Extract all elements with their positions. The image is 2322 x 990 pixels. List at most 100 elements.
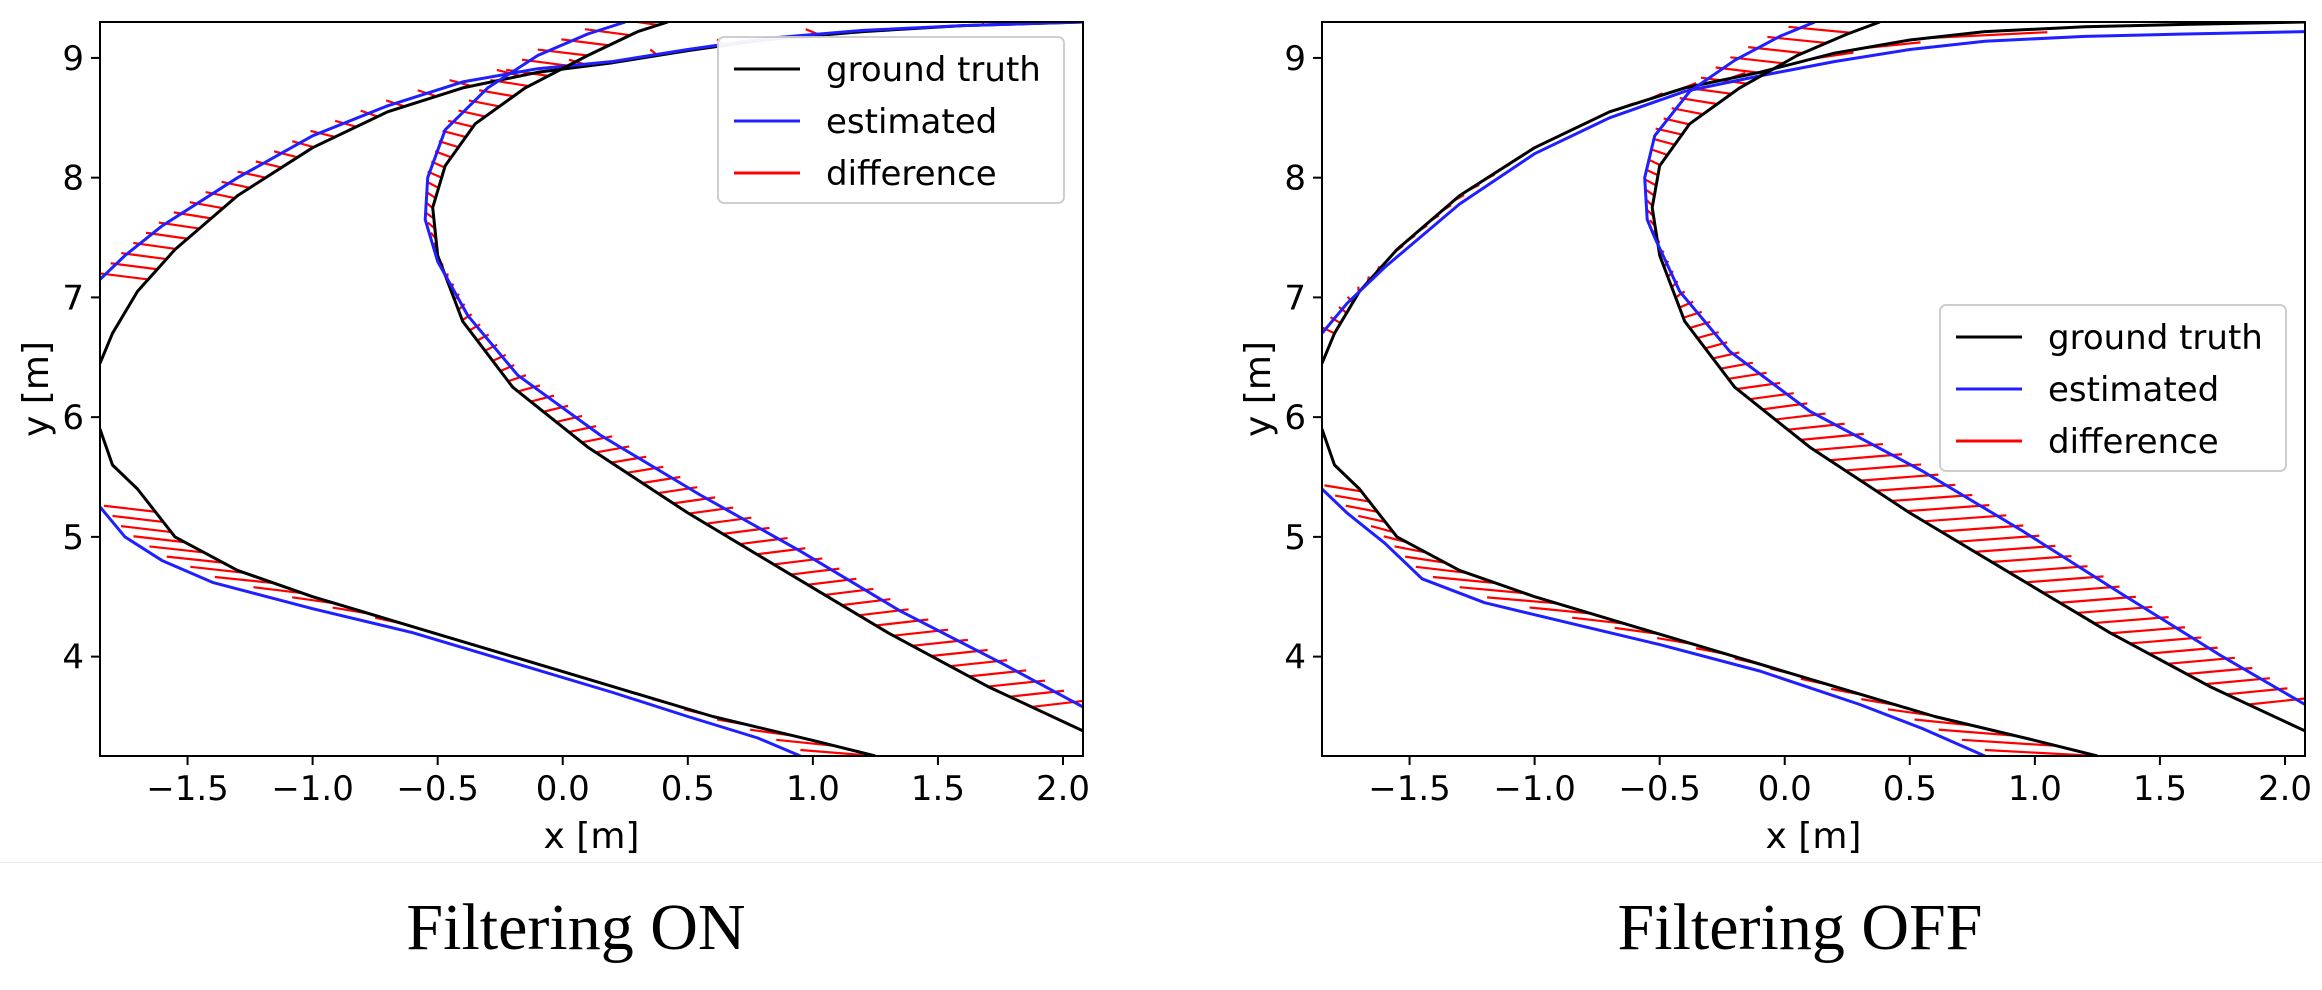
- difference-hatch: [468, 323, 481, 332]
- ground-truth-line-4: [100, 428, 876, 756]
- difference-hatch: [214, 575, 274, 585]
- difference-hatch: [2148, 646, 2218, 655]
- difference-hatch: [100, 272, 149, 281]
- difference-hatch: [205, 190, 236, 200]
- difference-hatch: [120, 525, 172, 534]
- estimated-line-3: [423, 22, 1083, 709]
- difference-hatch: [2093, 616, 2169, 625]
- difference-hatch: [1644, 178, 1657, 187]
- difference-hatch: [1358, 514, 1386, 523]
- legend: ground truth estimated difference: [1939, 304, 2287, 472]
- y-axis-label: y [m]: [16, 341, 57, 437]
- difference-hatch: [237, 170, 266, 179]
- difference-hatch: [530, 394, 555, 403]
- x-tick-label: 1.0: [2008, 769, 2062, 809]
- estimated-line-3: [1643, 22, 2305, 706]
- axes-frame: [99, 21, 1084, 757]
- difference-hatch: [1529, 606, 1591, 615]
- chart-panel-1: −1.5 −1.0 −0.5 0.0 0.5 1.0 1.5 2.0 4 5 6 7 8 9 x [m] y …: [1238, 21, 2312, 857]
- difference-hatch: [2129, 636, 2202, 645]
- caption-filtering-on: Filtering ON: [406, 891, 746, 964]
- difference-hatch: [484, 343, 498, 352]
- difference-hatch: [1415, 565, 1467, 574]
- difference-hatch: [1334, 494, 1370, 503]
- difference-hatch: [1324, 484, 1362, 493]
- y-tick-label: 8: [1284, 159, 1306, 199]
- estimated-line-5: [1322, 487, 1986, 756]
- difference-hatch: [291, 140, 315, 149]
- ground-truth-line-2: [431, 22, 1083, 733]
- axes-frame: [1321, 21, 2306, 757]
- difference-hatch: [517, 384, 541, 393]
- difference-hatch: [1322, 326, 1335, 335]
- x-tick-label: −0.5: [396, 769, 479, 809]
- difference-hatch: [2042, 585, 2120, 594]
- difference-hatch: [476, 333, 490, 342]
- legend-ground-truth-label: ground truth: [826, 50, 1041, 90]
- difference-hatch: [1940, 524, 2024, 533]
- plot-area: [1322, 22, 2305, 756]
- x-tick-label: 0.5: [661, 769, 715, 809]
- difference-hatch: [1860, 473, 1939, 482]
- difference-hatch: [629, 22, 659, 27]
- difference-hatch: [461, 313, 473, 322]
- chart-panel-0: −1.5 −1.0 −0.5 0.0 0.5 1.0 1.5 2.0 4 5 6 7 8 9 x [m] y …: [16, 21, 1090, 857]
- difference-hatch: [273, 150, 298, 159]
- legend-box: [717, 36, 1065, 204]
- legend-box: [1939, 304, 2287, 472]
- difference-hatch: [1652, 137, 1675, 146]
- difference-hatch: [2059, 595, 2136, 604]
- ground-truth-line-4: [1322, 428, 2098, 756]
- difference-hatch: [166, 555, 224, 564]
- difference-hatch: [310, 129, 336, 139]
- difference-hatch: [1394, 545, 1427, 554]
- difference-hatch: [1906, 504, 1990, 513]
- difference-hatch: [426, 180, 440, 189]
- x-axis-label: x [m]: [544, 816, 640, 857]
- difference-hatch: [1938, 728, 2015, 737]
- x-tick-label: −1.5: [146, 769, 229, 809]
- y-tick-label: 5: [62, 518, 84, 558]
- difference-hatch: [2008, 565, 2088, 574]
- y-tick-label: 5: [1284, 518, 1306, 558]
- difference-hatch: [1572, 616, 1625, 625]
- difference-hatch: [1679, 96, 1718, 106]
- x-tick-label: 1.0: [786, 769, 840, 809]
- y-tick-label: 4: [1284, 638, 1306, 678]
- difference-hatch: [1674, 290, 1686, 299]
- difference-hatch: [1961, 738, 2057, 747]
- legend: ground truth estimated difference: [717, 36, 1065, 204]
- difference-hatch: [1876, 483, 1956, 492]
- difference-hatch: [1329, 316, 1342, 325]
- y-tick-label: 8: [62, 159, 84, 199]
- y-tick-label: 7: [62, 278, 84, 318]
- difference-hatch: [2076, 605, 2153, 615]
- difference-hatch: [255, 160, 282, 169]
- x-tick-label: −1.0: [1493, 769, 1576, 809]
- x-tick-label: 2.0: [2258, 769, 2312, 809]
- difference-hatch: [1991, 554, 2072, 564]
- difference-hatch: [507, 374, 527, 383]
- y-tick-label: 4: [62, 638, 84, 678]
- difference-hatch: [1459, 586, 1525, 595]
- estimated-line-5: [100, 505, 801, 756]
- difference-hatch: [2110, 626, 2186, 635]
- difference-hatch: [103, 504, 156, 513]
- difference-hatch: [1345, 504, 1378, 513]
- difference-hatch: [543, 404, 569, 413]
- y-tick-label: 9: [62, 39, 84, 79]
- difference-hatch: [190, 565, 245, 574]
- y-axis-label: y [m]: [1238, 341, 1279, 437]
- x-tick-label: 0.0: [536, 769, 590, 809]
- x-tick-label: 0.0: [1758, 769, 1812, 809]
- estimated-line-1: [1322, 30, 2305, 335]
- difference-hatch: [584, 28, 631, 37]
- legend-estimated-label: estimated: [826, 102, 997, 142]
- legend-estimated-label: estimated: [2048, 370, 2219, 410]
- difference-hatch: [110, 262, 158, 271]
- x-tick-label: −0.5: [1618, 769, 1701, 809]
- difference-hatch: [442, 129, 467, 139]
- estimated-line-1: [100, 22, 1083, 281]
- y-tick-label: 6: [62, 398, 84, 438]
